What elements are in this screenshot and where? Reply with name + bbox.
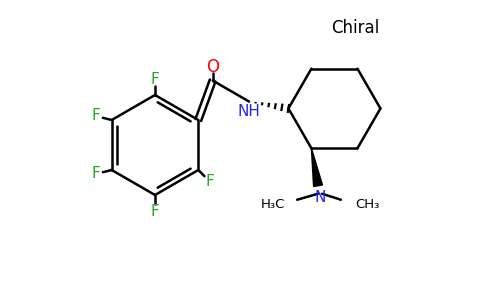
- Text: H₃C: H₃C: [261, 198, 285, 211]
- Text: F: F: [205, 174, 214, 189]
- Text: F: F: [91, 167, 100, 182]
- Text: N: N: [314, 190, 326, 205]
- Text: Chiral: Chiral: [331, 19, 379, 37]
- Text: F: F: [91, 109, 100, 124]
- Text: O: O: [206, 58, 219, 76]
- Text: F: F: [151, 203, 159, 218]
- Text: F: F: [151, 71, 159, 86]
- Text: CH₃: CH₃: [355, 198, 379, 211]
- Polygon shape: [311, 148, 322, 187]
- Text: NH: NH: [238, 104, 260, 119]
